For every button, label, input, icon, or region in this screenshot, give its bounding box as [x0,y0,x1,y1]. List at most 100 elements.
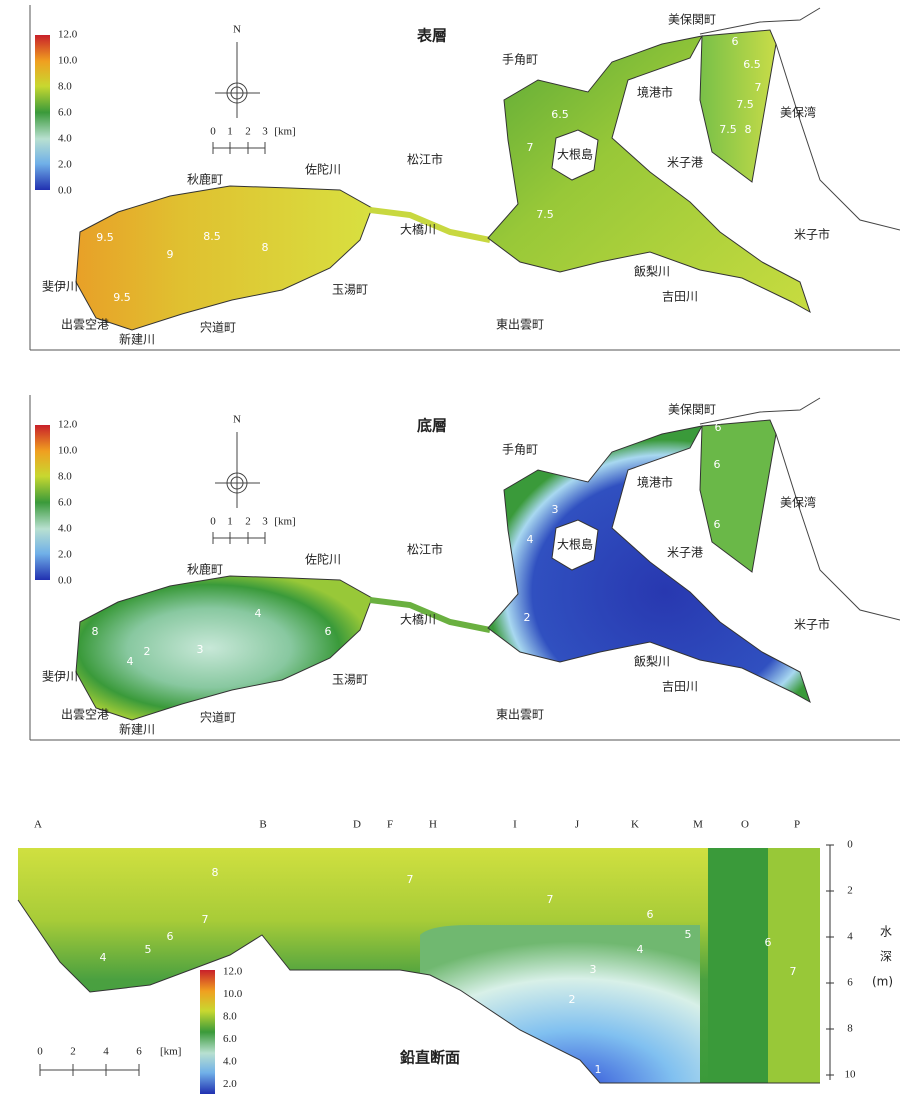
place-label: 米子市 [794,617,830,632]
contour-label: 2 [524,611,531,624]
station-label: O [741,819,749,831]
depth-tick-label: 6 [847,977,853,989]
colorbar-label: 6.0 [223,1033,237,1045]
station-label: I [513,819,517,831]
map-panel: 12.010.08.06.04.02.00.0N0 1 2 3 [km]底層美保関町手角… [29,395,900,741]
station-label: P [794,819,800,831]
place-label: 米子港 [667,156,703,170]
scale-label: 0 [37,1046,43,1058]
miho-bay [699,29,777,183]
scale-label: 6 [136,1046,142,1058]
place-label: 境港市 [637,85,673,100]
place-label: 斐伊川 [42,670,78,684]
place-label: 出雲空港 [61,708,109,722]
lake-shinji [75,575,373,721]
depth-axis-label: (m) [872,975,893,989]
contour-label: 6 [167,930,174,943]
coastline [699,7,821,35]
mixed-zone [768,848,820,1083]
contour-label: 6 [325,625,332,638]
scale-label: [km] [274,126,295,138]
station-label: H [429,819,437,831]
station-label: A [34,819,42,831]
island [551,519,599,571]
north-label: N [233,24,241,36]
place-label: 宍道町 [200,320,236,335]
depth-tick-label: 0 [847,839,853,851]
scale-label: 0 [210,516,216,528]
map-panel: 12.0 10.0 8.0 6.0 4.0 2.0 0.0 N 0 1 2 3 [km] 表層 美保関町手角… [29,5,900,351]
contour-label: 3 [590,963,597,976]
scale-label: 2 [70,1046,76,1058]
scale-label: 0 [210,126,216,138]
contour-label: 8 [92,625,99,638]
place-label: 東出雲町 [496,708,544,722]
contour-label: 8 [212,866,219,879]
contour-label: 9.5 [96,231,114,244]
colorbar-label: 10.0 [58,445,78,457]
contour-label: 7 [202,913,209,926]
station-label: J [575,819,580,831]
coastline [775,43,900,231]
ohashi-river [369,597,491,633]
lake-nakaumi [487,425,811,704]
scale-label: [km] [274,516,295,528]
north-label: N [233,414,241,426]
place-label: 吉田川 [662,680,698,694]
colorbar-label: 6.0 [58,497,72,509]
scale-label: 1 [227,126,233,138]
lake-nakaumi [487,35,811,314]
depth-tick-label: 10 [845,1069,857,1081]
contour-label: 4 [127,655,134,668]
island [551,129,599,181]
contour-label: 4 [100,951,107,964]
contour-label: 4 [527,533,534,546]
colorbar [35,425,50,580]
lake-shinji [75,185,373,331]
colorbar-label: 6.0 [58,107,72,119]
compass [230,476,244,490]
contour-label: 4 [255,607,262,620]
station-label: M [693,819,703,831]
place-label: 宍道町 [200,710,236,725]
scale-label: [km] [160,1046,181,1058]
section-title: 鉛直断面 [400,1049,460,1067]
contour-label: 8 [262,241,269,254]
place-label: 佐陀川 [305,162,341,177]
place-label: 大橋川 [400,223,436,237]
contour-label: 5 [145,943,152,956]
place-label: 秋鹿町 [187,562,223,577]
contour-label: 1 [595,1063,602,1076]
place-label: 玉湯町 [332,283,368,297]
place-label: 斐伊川 [42,280,78,294]
contour-label: 7.5 [719,123,737,136]
colorbar-label: 12.0 [58,419,78,431]
colorbar [35,35,50,190]
depth-tick-label: 8 [847,1023,853,1035]
contour-label: 7.5 [736,98,754,111]
colorbar-label: 10.0 [58,55,78,67]
ohashi-river [369,207,491,243]
depth-axis-label: 深 [880,950,892,964]
contour-label: 6 [647,908,654,921]
depth-tick-label: 4 [847,931,853,943]
place-label: 出雲空港 [61,318,109,332]
depth-tick-label: 2 [847,885,853,897]
contour-label: 9 [167,248,174,261]
scale-label: 2 [245,126,251,138]
maps: 12.010.08.06.04.02.00.0N0 1 2 3 [km]表層美保関町手角… [29,5,900,741]
contour-label: 3 [197,643,204,656]
place-label: 飯梨川 [634,264,670,279]
colorbar-label: 0.0 [58,575,72,587]
contour-label: 6 [765,936,772,949]
contour-label: 2 [144,645,151,658]
station-label: B [259,819,266,831]
colorbar-label: 12.0 [223,966,243,978]
contour-label: 6.5 [743,58,761,71]
miho-bay [699,419,777,573]
colorbar-label: 4.0 [58,523,72,535]
low-oxygen [420,925,700,1083]
compass [230,86,244,100]
place-label: 美保湾 [780,105,816,120]
colorbar-label: 2.0 [223,1078,237,1090]
